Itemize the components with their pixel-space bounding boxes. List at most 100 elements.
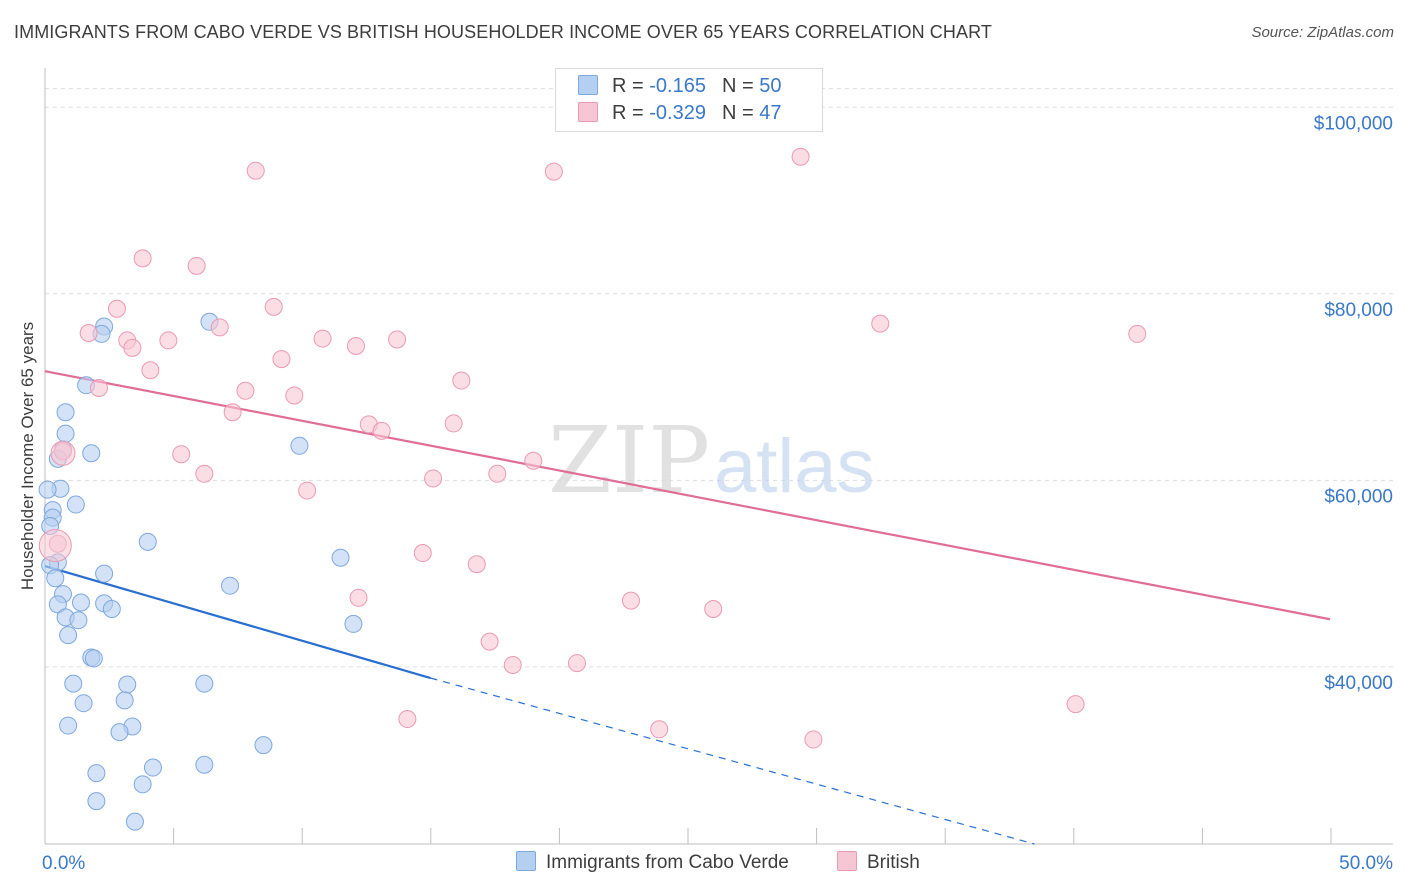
legend-n-value: 47	[759, 102, 782, 124]
pink-data-point	[313, 329, 332, 348]
pink-data-point	[187, 256, 206, 275]
legend-n-label: N =	[721, 75, 754, 97]
blue-data-point	[138, 532, 157, 551]
gridlines	[45, 88, 1393, 668]
blue-data-point	[125, 812, 144, 831]
pink-data-point	[89, 378, 108, 397]
pink-data-point	[210, 318, 229, 337]
y-tick-label: $80,000	[1324, 300, 1393, 321]
y-tick-label: $40,000	[1324, 673, 1393, 694]
blue-data-point	[221, 576, 240, 595]
blue-data-point	[69, 611, 88, 630]
pink-trend-line	[44, 370, 1331, 621]
pink-data-point	[195, 464, 214, 483]
pink-data-point	[50, 440, 76, 466]
pink-data-point	[285, 386, 304, 405]
bottom-legend-label: Immigrants from Cabo Verde	[546, 852, 789, 873]
blue-data-point	[133, 775, 152, 794]
y-axis-title: Householder Income Over 65 years	[18, 322, 37, 590]
pink-data-point	[413, 544, 432, 563]
blue-data-point	[74, 694, 93, 713]
trend-lines	[44, 370, 1331, 845]
pink-data-point	[544, 162, 563, 181]
data-points	[38, 147, 1147, 831]
blue-data-point	[71, 593, 90, 612]
pink-data-point	[264, 297, 283, 316]
blue-data-point	[56, 424, 75, 443]
legend-swatch-pink	[578, 102, 598, 122]
legend-r-label: R =	[612, 75, 644, 97]
chart-source: Source: ZipAtlas.com	[1251, 24, 1394, 41]
bottom-legend-british: British	[837, 851, 920, 874]
pink-data-point	[123, 338, 142, 357]
blue-data-point	[56, 403, 75, 422]
blue-data-point	[254, 736, 273, 755]
bottom-legend-label: British	[867, 852, 920, 873]
blue-data-point	[66, 495, 85, 514]
blue-data-point	[110, 723, 129, 742]
blue-data-point	[84, 649, 103, 668]
pink-data-point	[452, 371, 471, 390]
pink-data-point	[621, 591, 640, 610]
legend-row-british: R = -0.329 N = 47	[578, 102, 781, 128]
pink-data-point	[159, 331, 178, 350]
pink-data-point	[524, 451, 543, 470]
blue-data-point	[331, 548, 350, 567]
correlation-legend: R = -0.165 N = 50 R = -0.329 N = 47	[555, 68, 823, 132]
blue-data-point	[38, 480, 57, 499]
pink-data-point	[871, 314, 890, 333]
pink-data-point	[298, 481, 317, 500]
blue-data-point	[195, 674, 214, 693]
legend-row-cabo-verde: R = -0.165 N = 50	[578, 75, 781, 101]
legend-n-value: 50	[759, 75, 782, 97]
legend-n-label: N =	[721, 102, 754, 124]
blue-data-point	[95, 564, 114, 583]
pink-data-point	[107, 299, 126, 318]
pink-data-point	[791, 147, 810, 166]
blue-data-point	[102, 600, 121, 619]
pink-data-point	[503, 655, 522, 674]
pink-data-point	[467, 555, 486, 574]
bottom-legend-cabo-verde: Immigrants from Cabo Verde	[516, 851, 789, 874]
pink-data-point	[488, 464, 507, 483]
x-tick-label: 50.0%	[1339, 853, 1393, 874]
pink-data-point	[349, 588, 368, 607]
blue-data-point	[59, 716, 78, 735]
watermark-zip: ZIP	[548, 407, 710, 514]
pink-data-point	[444, 414, 463, 433]
pink-data-point	[346, 337, 365, 356]
pink-data-point	[1066, 695, 1085, 714]
pink-data-point	[804, 730, 823, 749]
blue-data-point	[87, 792, 106, 811]
pink-data-point	[141, 361, 160, 380]
pink-data-point	[133, 249, 152, 268]
blue-data-point	[115, 691, 134, 710]
axes	[44, 68, 1393, 845]
blue-data-point	[87, 764, 106, 783]
blue-data-point	[64, 674, 83, 693]
pink-data-point	[480, 632, 499, 651]
pink-data-point	[704, 600, 723, 619]
blue-data-point	[195, 755, 214, 774]
pink-data-point	[1128, 324, 1147, 343]
tick-labels: $40,000 $60,000 $80,000 $100,000 0.0% 50.0%	[42, 113, 1393, 874]
pink-data-point	[372, 421, 391, 440]
pink-data-point	[38, 529, 72, 563]
pink-data-point	[246, 161, 265, 180]
blue-data-point	[82, 444, 101, 463]
pink-data-point	[223, 403, 242, 422]
pink-data-point	[424, 469, 443, 488]
y-tick-label: $60,000	[1324, 486, 1393, 507]
blue-data-point	[344, 614, 363, 633]
legend-r-value: -0.329	[649, 102, 706, 124]
blue-data-point	[143, 758, 162, 777]
blue-trend-line	[44, 565, 431, 680]
chart-title: IMMIGRANTS FROM CABO VERDE VS BRITISH HO…	[14, 22, 992, 42]
legend-r-label: R =	[612, 102, 644, 124]
pink-data-point	[388, 330, 407, 349]
blue-data-point	[290, 436, 309, 455]
bottom-legend-swatch-pink	[837, 851, 857, 871]
pink-data-point	[398, 710, 417, 729]
pink-data-point	[650, 720, 669, 739]
blue-data-point	[118, 675, 137, 694]
